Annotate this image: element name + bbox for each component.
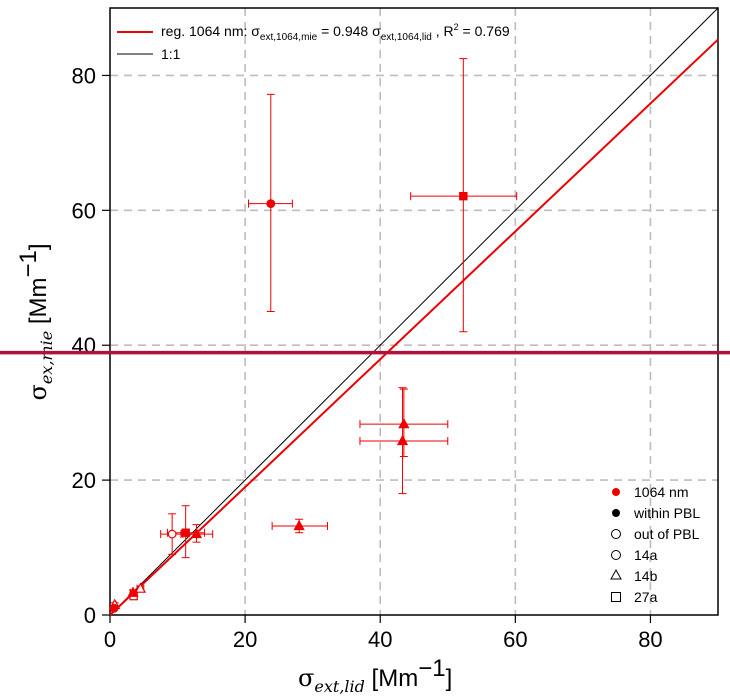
point-marker-square [459,191,468,201]
legend-symbol-27a [611,592,621,602]
point-marker-triangle [134,582,147,593]
plot-frame [109,7,719,616]
legend-bottom: 1064 nm within PBL out of PBL 14a 14b 27… [610,484,700,605]
point-marker-square [181,528,190,537]
one-to-one-legend-label: 1:1 [161,46,181,62]
x-axis: 0 20 40 60 80 [104,615,663,652]
y-tick-label: 60 [72,198,96,223]
data-point [109,603,119,613]
lines [109,7,719,616]
x-tick-label: 20 [233,627,257,652]
point-marker-circle [167,529,177,539]
x-tick-label: 60 [503,627,527,652]
legend-label-out-of-pbl: out of PBL [634,526,700,542]
point-marker-triangle [396,434,409,446]
y-tick-label: 40 [72,333,96,358]
point-marker-triangle [398,417,410,429]
data-point [247,93,293,312]
one-to-one-line [109,7,719,616]
regression-line [109,38,719,616]
y-axis: 0 20 40 60 80 [72,63,110,628]
point-marker-triangle [293,519,305,531]
legend-label-1064nm: 1064 nm [634,484,688,500]
x-tick-label: 80 [638,627,662,652]
data-point [134,582,147,593]
point-marker-circle [266,199,276,208]
data-point [359,388,449,458]
point-marker-triangle [190,527,203,539]
y-tick-label: 80 [72,63,96,88]
y-tick-label: 0 [84,603,96,628]
regression-legend-label: reg. 1064 nm: σext,1064,mie = 0.948 σext… [161,22,510,43]
legend-symbol-within-pbl [612,509,620,517]
legend-label-27a: 27a [634,589,658,605]
y-axis-title: σex,mie [Mm−1] [15,243,56,400]
legend-top: reg. 1064 nm: σext,1064,mie = 0.948 σext… [117,22,510,62]
data-point [160,513,184,555]
x-tick-label: 0 [104,627,116,652]
data-point [180,524,214,543]
point-marker-circle [109,603,119,613]
data-points [109,58,518,613]
legend-symbol-1064nm [612,488,620,496]
data-point [271,518,329,534]
legend-symbol-14b [610,568,622,580]
data-point [410,58,518,333]
legend-label-14b: 14b [634,568,658,584]
legend-symbol-14a [611,550,621,560]
grid [110,8,718,615]
legend-symbol-out-of-pbl [611,529,621,539]
y-tick-label: 20 [72,468,96,493]
legend-label-within-pbl: within PBL [633,505,700,521]
legend-label-14a: 14a [634,547,658,563]
x-axis-title: σext,lid [Mm−1] [298,655,452,696]
data-point [359,387,449,495]
x-tick-label: 40 [368,627,392,652]
